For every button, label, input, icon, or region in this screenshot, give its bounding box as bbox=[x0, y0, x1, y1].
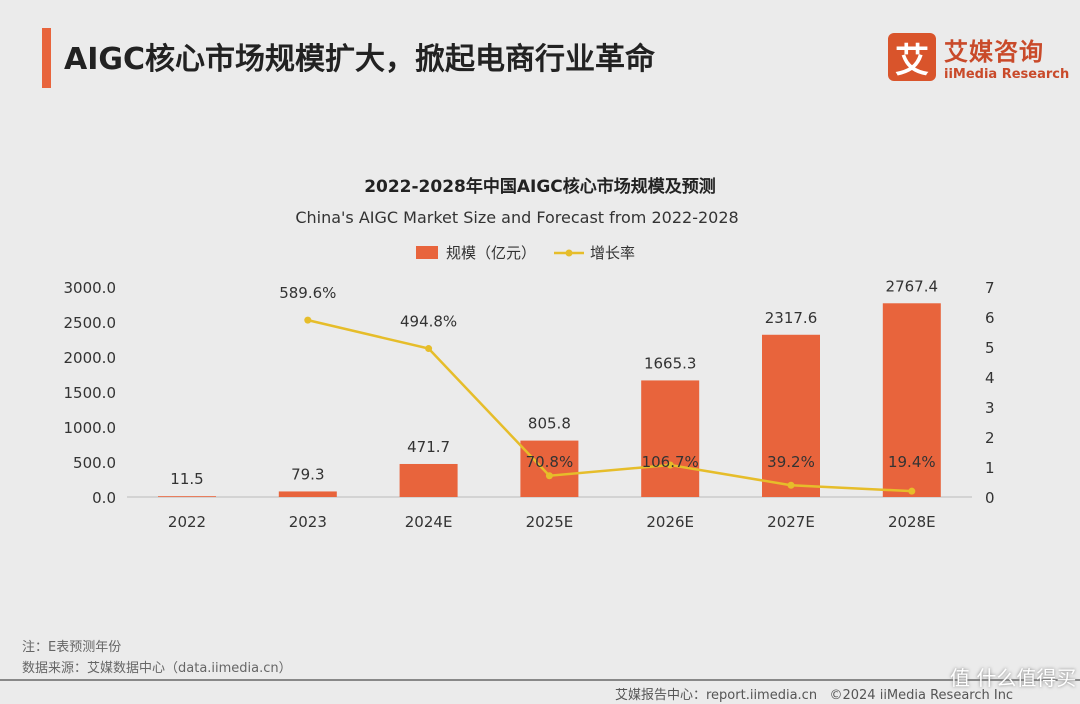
growth-label: 19.4% bbox=[888, 453, 936, 471]
legend-line-marker bbox=[565, 249, 573, 257]
right-axis-tick: 0 bbox=[985, 489, 995, 507]
logo-en: iiMedia Research bbox=[944, 67, 1070, 82]
left-axis-tick: 0.0 bbox=[92, 489, 116, 507]
bar-label: 11.5 bbox=[170, 470, 203, 488]
left-axis-tick: 3000.0 bbox=[64, 279, 117, 297]
x-axis-tick: 2027E bbox=[767, 513, 815, 531]
iimedia-logo: 艾 艾媒咨询 iiMedia Research bbox=[888, 32, 1069, 82]
growth-label: 494.8% bbox=[400, 313, 457, 331]
legend-bar-swatch bbox=[416, 246, 438, 259]
growth-label: 589.6% bbox=[279, 284, 336, 302]
footer-copyright: ©2024 iiMedia Research Inc bbox=[829, 688, 1014, 703]
bar-2025E bbox=[520, 440, 579, 497]
bar-2028E bbox=[882, 303, 941, 497]
x-axis-tick: 2022 bbox=[168, 513, 206, 531]
bar-label: 2767.4 bbox=[886, 277, 939, 295]
left-axis-tick: 1500.0 bbox=[64, 384, 117, 402]
growth-label: 70.8% bbox=[526, 453, 574, 471]
right-axis-tick: 7 bbox=[985, 279, 995, 297]
legend-line-label: 增长率 bbox=[590, 244, 635, 262]
source: 数据来源：艾媒数据中心（data.iimedia.cn） bbox=[22, 661, 292, 676]
left-axis-tick: 2500.0 bbox=[64, 314, 117, 332]
growth-point-2026E bbox=[666, 461, 674, 469]
x-axis-tick: 2025E bbox=[526, 513, 574, 531]
bar-label: 471.7 bbox=[407, 438, 450, 456]
x-axis-tick: 2028E bbox=[888, 513, 936, 531]
right-axis-tick: 4 bbox=[985, 369, 995, 387]
growth-line bbox=[307, 318, 912, 493]
growth-point-2027E bbox=[787, 481, 795, 489]
logo-cn: 艾媒咨询 bbox=[944, 38, 1044, 66]
legend-bar-label: 规模（亿元） bbox=[446, 244, 536, 262]
note: 注：E表预测年份 bbox=[22, 640, 122, 655]
bar-2027E bbox=[762, 334, 820, 497]
chart-title: 2022-2028年中国AIGC核心市场规模及预测 bbox=[364, 176, 716, 197]
logo-mark: 艾 bbox=[888, 33, 936, 81]
right-axis-tick: 5 bbox=[985, 339, 995, 357]
left-axis-tick: 500.0 bbox=[73, 454, 116, 472]
left-axis-tick: 1000.0 bbox=[64, 419, 117, 437]
right-axis-tick: 1 bbox=[985, 459, 995, 477]
right-axis-tick: 3 bbox=[985, 399, 995, 417]
footer: 艾媒报告中心：report.iimedia.cn ©2024 iiMedia R… bbox=[615, 684, 1013, 703]
title-accent-bar bbox=[42, 28, 51, 88]
growth-label: 106.7% bbox=[642, 453, 699, 471]
chart-subtitle: China's AIGC Market Size and Forecast fr… bbox=[295, 208, 738, 227]
right-axis-tick: 6 bbox=[985, 309, 995, 327]
footer-report: 艾媒报告中心：report.iimedia.cn bbox=[615, 688, 818, 703]
bar-label: 1665.3 bbox=[644, 354, 697, 372]
bar-label: 2317.6 bbox=[765, 309, 818, 327]
page-title: AIGC核心市场规模扩大，掀起电商行业革命 bbox=[64, 42, 656, 77]
bar-label: 79.3 bbox=[291, 465, 324, 483]
bar-2022 bbox=[158, 496, 216, 497]
right-axis-tick: 2 bbox=[985, 429, 995, 447]
x-axis-tick: 2023 bbox=[289, 513, 327, 531]
bar-2023 bbox=[278, 491, 337, 497]
growth-point-2024E bbox=[425, 345, 433, 353]
growth-point-2023 bbox=[304, 316, 312, 324]
bar-label: 805.8 bbox=[528, 415, 571, 433]
x-axis-tick: 2026E bbox=[646, 513, 694, 531]
growth-point-2028E bbox=[908, 487, 916, 495]
x-axis-tick: 2024E bbox=[405, 513, 453, 531]
bar-2024E bbox=[399, 463, 458, 497]
growth-point-2025E bbox=[545, 472, 553, 480]
growth-label: 39.2% bbox=[767, 453, 815, 471]
footer-divider bbox=[0, 679, 1080, 681]
left-axis-tick: 2000.0 bbox=[64, 349, 117, 367]
bar-2026E bbox=[641, 380, 700, 497]
watermark: 值 什么值得买 bbox=[950, 666, 1077, 690]
